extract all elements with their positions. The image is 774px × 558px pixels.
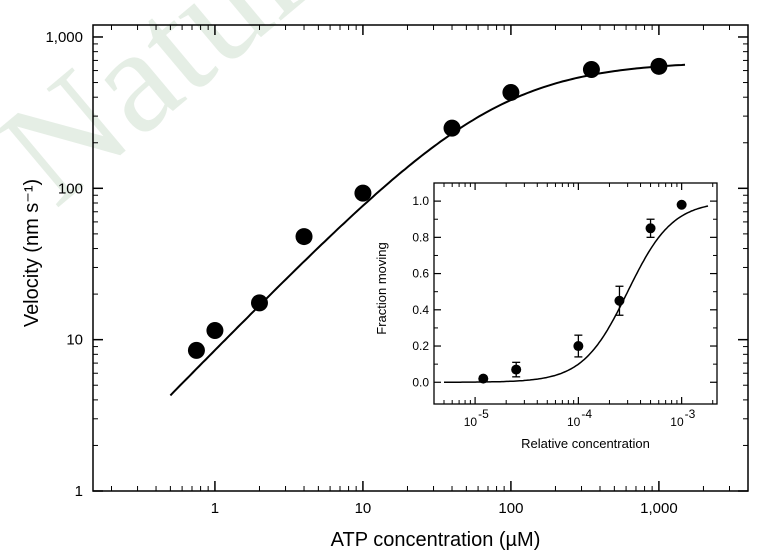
inset-y-tick-label: 1.0: [412, 194, 429, 208]
y-tick-label: 1,000: [45, 29, 83, 46]
data-point: [582, 60, 600, 78]
inset-x-tick-base: 10: [464, 415, 478, 429]
inset-frame: [433, 182, 718, 405]
inset-data-point: [645, 223, 656, 234]
x-tick-label: 1,000: [640, 500, 678, 517]
data-point: [650, 57, 668, 75]
inset-x-tick-base: 10: [567, 415, 581, 429]
inset-data-point: [511, 364, 522, 375]
inset-data-point: [676, 199, 687, 210]
data-point: [502, 83, 520, 101]
inset-data-point: [614, 295, 625, 306]
data-point: [295, 228, 313, 246]
data-point: [443, 119, 461, 137]
y-tick-label: 100: [58, 180, 83, 197]
inset-y-tick-label: 0.2: [412, 339, 429, 353]
plot-frame: [92, 24, 749, 492]
inset-data-point: [573, 341, 584, 352]
main-plot: 1 10 100 1,000 1 10 100 1,000 ATP concentration …: [21, 24, 749, 551]
inset-x-tick-exp: -5: [478, 407, 489, 421]
inset-x-tick-exp: -3: [685, 407, 696, 421]
inset-y-tick-label: 0.0: [412, 375, 429, 389]
inset-y-tick-label: 0.4: [412, 303, 429, 317]
inset-x-tick-base: 10: [670, 415, 684, 429]
x-tick-label: 1: [211, 500, 219, 517]
x-tick-label: 100: [498, 500, 523, 517]
x-axis-title: ATP concentration (µM): [331, 529, 541, 551]
y-tick-label: 10: [66, 332, 83, 349]
x-tick-label: 10: [355, 500, 372, 517]
data-point: [187, 341, 205, 359]
data-point: [354, 184, 372, 202]
inset-y-tick-label: 0.6: [412, 267, 429, 281]
inset-x-axis-title: Relative concentration: [521, 436, 650, 451]
inset-data-point: [478, 373, 489, 384]
inset-y-axis-title: Fraction moving: [374, 242, 389, 334]
inset-fit-curve: [444, 205, 709, 383]
inset-y-tick-label: 0.8: [412, 230, 429, 244]
data-point: [250, 294, 268, 312]
y-tick-label: 1: [75, 483, 83, 500]
inset-x-tick-exp: -4: [581, 407, 592, 421]
data-point: [206, 321, 224, 339]
y-axis-title: Velocity (nm s⁻¹): [21, 179, 43, 327]
